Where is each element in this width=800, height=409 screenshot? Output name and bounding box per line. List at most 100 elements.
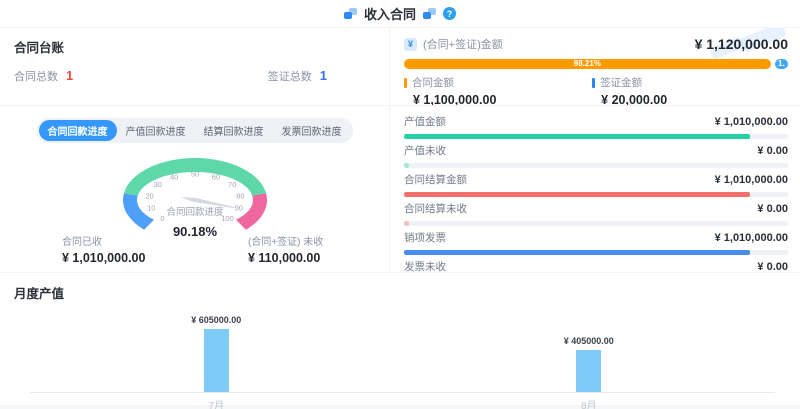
tab-4[interactable]: 发票回款进度: [281, 127, 342, 138]
gauge-percent: 90.18%: [172, 224, 217, 239]
tab-1[interactable]: 合同回款进度: [38, 120, 117, 141]
header: 收入合同 ?: [0, 0, 800, 28]
legend-row: 合同金额: [404, 75, 592, 90]
help-icon[interactable]: ?: [443, 7, 456, 20]
bar-group: ¥ 405000.00: [564, 336, 614, 392]
bar: [203, 329, 229, 392]
metric-line: 合同结算未收 ¥ 0.00: [404, 201, 788, 216]
metric-bar-fill: [404, 221, 410, 226]
ledger-stats: 合同总数 1 签证总数 1: [14, 67, 327, 85]
bar-group: ¥ 605000.00: [191, 315, 241, 392]
gauge-tick-label: 60: [211, 172, 219, 181]
bar-segment: 98.21%: [404, 59, 771, 69]
monthly-bar-chart: ¥ 605000.00 7月 ¥ 405000.00 8月: [0, 304, 800, 409]
legend-item: 合同金额 ¥ 1,100,000.00: [404, 75, 592, 106]
gauge-tick-label: 50: [190, 170, 198, 179]
metric-value: ¥ 0.00: [757, 261, 788, 272]
gauge-band: [122, 193, 154, 230]
legend-value: ¥ 1,100,000.00: [413, 93, 497, 106]
gauge-tick-label: 10: [147, 204, 155, 213]
amount-total: ¥ 1,120,000.00: [694, 36, 788, 52]
metric-label: 产值金额: [404, 116, 446, 128]
gauge-stat: (合同+签证) 未收 ¥ 110,000.00: [248, 233, 323, 265]
metric-bar-track: [404, 250, 788, 255]
legend-value: ¥ 20,000.00: [601, 93, 668, 106]
gauge-tick-label: 80: [236, 191, 244, 200]
x-axis-line: [30, 392, 775, 393]
bar-month-label: 7月: [208, 401, 225, 409]
metric-value: ¥ 0.00: [757, 203, 788, 215]
monthly-title: 月度产值: [14, 287, 65, 301]
page-title: 收入合同: [363, 7, 416, 22]
metric-bar-track: [404, 134, 788, 139]
metric-bar-track: [404, 192, 788, 197]
metric-bar-fill: [404, 192, 750, 197]
metric-label: 合同结算未收: [404, 203, 467, 215]
ledger-title: 合同台账: [14, 41, 65, 55]
contract-ledger-section: 合同台账 合同总数 1 签证总数 1: [0, 28, 390, 106]
gauge-band: [123, 158, 266, 196]
legend-tick: [404, 77, 407, 88]
metric-bar-fill: [404, 163, 410, 168]
metric-line: 合同结算金额 ¥ 1,010,000.00: [404, 172, 788, 187]
metric-bar-track: [404, 221, 788, 226]
metric-value: ¥ 0.00: [757, 145, 788, 157]
gauge-stat-value: ¥ 1,010,000.00: [62, 251, 146, 265]
ledger-stat: 签证总数 1: [268, 67, 327, 85]
metric-row: 产值金额 ¥ 1,010,000.00: [404, 114, 788, 139]
metric-value: ¥ 1,010,000.00: [714, 232, 788, 244]
metric-line: 销项发票 ¥ 1,010,000.00: [404, 230, 788, 245]
tab-3[interactable]: 结算回款进度: [203, 127, 264, 138]
metric-value: ¥ 1,010,000.00: [714, 174, 788, 186]
metrics-section: 产值金额 ¥ 1,010,000.00 产值未收 ¥ 0.00 合同结算金额 ¥ 1,01…: [390, 106, 800, 272]
gauge-tick-label: 90: [234, 204, 242, 213]
metric-line: 产值金额 ¥ 1,010,000.00: [404, 114, 788, 129]
gauge-name: 合同回款进度: [166, 206, 224, 218]
metric-label: 产值未收: [404, 145, 446, 157]
metric-row: 合同结算未收 ¥ 0.00: [404, 201, 788, 226]
metric-bar-track: [404, 163, 788, 168]
amount-stacked-bar: 98.21% 1.: [404, 59, 788, 69]
metric-bar-fill: [404, 250, 750, 255]
legend-label: 合同金额: [412, 77, 454, 89]
stat-label: 签证总数: [267, 71, 312, 83]
gauge-tick-label: 20: [145, 191, 153, 200]
amount-legend: 合同金额 ¥ 1,100,000.00 签证金额 ¥ 20,000.00: [404, 75, 788, 106]
progress-gauge-section: 合同回款进度 产值回款进度 结算回款进度 发票回款进度 0 10 20 30 40 50 60 70…: [0, 106, 390, 272]
monthly-output-section: 月度产值 ¥ 605000.00 7月 ¥ 405000.00 8月: [0, 272, 800, 409]
pages-icon-2: [423, 8, 436, 19]
gauge-stat-value: ¥ 110,000.00: [248, 251, 321, 265]
metric-row: 产值未收 ¥ 0.00: [404, 143, 788, 168]
bar-segment: 1.: [774, 59, 788, 69]
metric-bar-fill: [404, 134, 750, 139]
metric-value: ¥ 1,010,000.00: [714, 116, 788, 128]
legend-row: 签证金额: [592, 75, 780, 90]
bar-value-label: ¥ 605000.00: [191, 315, 242, 325]
bar-value-label: ¥ 405000.00: [563, 336, 614, 346]
metric-label: 发票未收: [404, 261, 446, 272]
bar-month-label: 8月: [580, 401, 597, 409]
gauge-stat: 合同已收 ¥ 1,010,000.00: [62, 233, 145, 265]
gauge-band: [235, 193, 267, 230]
gauge-tick-label: 0: [160, 214, 164, 223]
tab-2[interactable]: 产值回款进度: [125, 127, 186, 138]
bar: [576, 350, 602, 392]
stat-value: 1: [319, 68, 327, 83]
gauge-tick-label: 100: [221, 214, 234, 223]
legend-label: 签证金额: [600, 77, 643, 89]
stat-value: 1: [66, 68, 74, 83]
metric-label: 销项发票: [404, 232, 446, 244]
metric-label: 合同结算金额: [404, 174, 467, 186]
gauge-needle: [179, 197, 246, 210]
gauge-stat-label: (合同+签证) 未收: [248, 237, 324, 248]
stat-label: 合同总数: [14, 71, 58, 83]
gauge-tick-label: 70: [228, 180, 236, 189]
legend-tick: [592, 77, 596, 88]
legend-item: 签证金额 ¥ 20,000.00: [592, 75, 780, 106]
metric-row: 发票未收 ¥ 0.00: [404, 259, 788, 272]
gauge-stat-label: 合同已收: [62, 237, 102, 248]
metric-row: 销项发票 ¥ 1,010,000.00: [404, 230, 788, 255]
metric-line: 发票未收 ¥ 0.00: [404, 259, 788, 272]
